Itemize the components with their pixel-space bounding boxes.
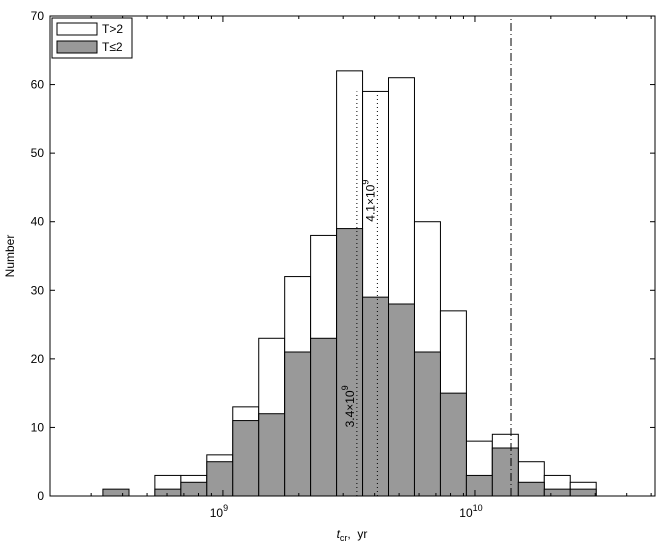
annotation-text: 3.4×10: [343, 390, 357, 427]
histogram-bar: [413, 351, 441, 497]
histogram-bar: [491, 447, 519, 497]
histogram-bar: [102, 488, 130, 497]
histogram-bar: [232, 420, 260, 497]
annotation-label: 3.4×109: [340, 385, 357, 427]
y-tick-label: 10: [31, 420, 45, 434]
x-tick-label-exp: 9: [223, 503, 228, 513]
y-tick-label: 40: [31, 215, 45, 229]
annotation-label: 4.1×109: [360, 180, 377, 222]
histogram-bar: [310, 337, 338, 497]
histogram-bar: [439, 392, 467, 497]
x-tick-label-exp: 10: [473, 503, 483, 513]
x-axis-label-sub: cr: [340, 533, 348, 543]
x-axis-label: tcr, yr: [337, 527, 368, 543]
x-tick-label: 109: [210, 503, 228, 520]
histogram-bar: [569, 488, 597, 497]
x-tick-label-base: 10: [459, 506, 473, 520]
histogram-bar: [284, 351, 312, 497]
annotation-exp: 9: [340, 385, 350, 390]
legend-swatch: [56, 40, 98, 54]
x-tick-label-base: 10: [210, 506, 224, 520]
histogram-bar: [543, 488, 571, 497]
histogram-bar: [206, 461, 234, 497]
legend-swatch: [56, 22, 98, 36]
x-axis-label-rest: , yr: [347, 527, 367, 541]
x-axis-label-main: t: [337, 527, 341, 541]
y-axis-label: Number: [3, 235, 17, 278]
y-tick-label: 70: [31, 9, 45, 23]
histogram-bar: [362, 296, 390, 497]
y-tick-label: 60: [31, 78, 45, 92]
y-tick-label: 0: [37, 489, 44, 503]
legend-label: T≤2: [102, 40, 123, 54]
annotation-exp: 9: [360, 180, 370, 185]
annotation-text: 4.1×10: [363, 184, 377, 221]
histogram-bar: [388, 303, 415, 497]
y-tick-label: 20: [31, 352, 45, 366]
histogram-bar: [465, 474, 493, 497]
histogram-bar: [258, 413, 286, 497]
y-tick-label: 50: [31, 146, 45, 160]
plot-frame: [49, 15, 656, 497]
histogram-bar: [517, 481, 545, 497]
legend-label: T>2: [102, 22, 123, 36]
histogram-bar: [180, 481, 208, 497]
histogram-bar: [154, 488, 182, 497]
x-tick-label: 1010: [459, 503, 482, 520]
y-tick-label: 30: [31, 283, 45, 297]
histogram-bar: [336, 228, 364, 497]
